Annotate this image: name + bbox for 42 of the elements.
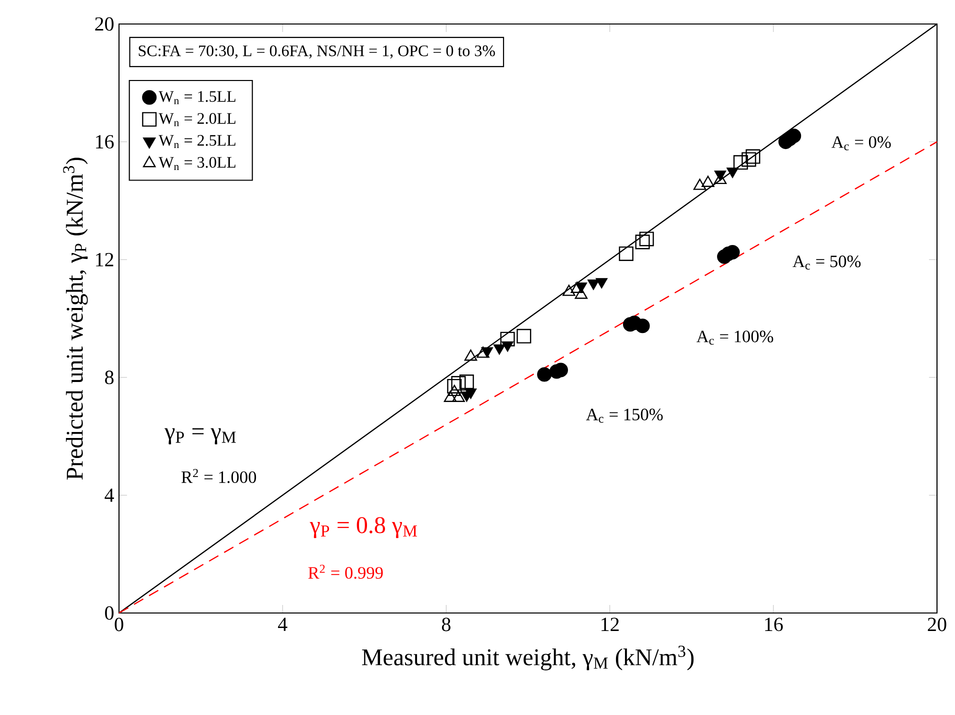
x-tick-label: 8 [442, 618, 450, 632]
legend-label: W$_{n}$ = 2.0LL [158, 113, 236, 126]
legend-label: W$_{n}$ = 3.0LL [158, 156, 236, 170]
annotation: A$_{c}$ = 0% [831, 136, 891, 150]
point [742, 152, 756, 167]
legend-label: W$_{n}$ = 1.5LL [158, 91, 236, 104]
annotation: SC:FA = 70:30, L = 0.6FA, NS/NH = 1, OPC = 0 to 3% [138, 45, 495, 59]
annotation: R$^{2}$ = 1.000 [181, 469, 256, 484]
point [502, 341, 514, 352]
y-tick-label: 4 [104, 488, 114, 502]
y-tick-label: 16 [96, 135, 114, 149]
y-axis-title: Predicted unit weight, γ$_{P}$ (kN/m$^{3}$) [63, 158, 88, 480]
x-tick-label: 20 [928, 618, 946, 632]
point [618, 246, 634, 261]
point [500, 332, 515, 346]
legend-label: W$_{n}$ = 2.5LL [158, 135, 236, 148]
annotation: A$_{c}$ = 100% [696, 330, 774, 345]
point [733, 155, 748, 170]
point [537, 367, 552, 382]
point [746, 149, 760, 164]
annotation: A$_{c}$ = 150% [586, 408, 663, 423]
point [493, 344, 506, 355]
x-tick-label: 0 [114, 618, 124, 632]
point [464, 388, 477, 400]
point [635, 318, 650, 334]
x-axis-title: Measured unit weight, γ$_{M}$ (kN/m$^{3}$) [362, 646, 694, 670]
annotation: γ$_{P}$ = 0.8 γ$_{M}$ [310, 517, 417, 538]
point [635, 234, 650, 250]
annotation: R$^{2}$ = 0.999 [308, 564, 383, 579]
annotation: A$_{c}$ = 50% [792, 256, 861, 270]
point [786, 128, 802, 144]
y-tick-label: 8 [105, 370, 114, 384]
y-tick-label: 0 [105, 606, 114, 620]
point [516, 328, 532, 344]
annotation: γ$_{P}$ = γ$_{M}$ [164, 428, 236, 444]
point [459, 374, 474, 390]
y-tick-label: 12 [96, 252, 114, 266]
x-tick-label: 12 [602, 618, 619, 631]
x-tick-label: 4 [278, 618, 288, 631]
x-tick-label: 16 [765, 618, 783, 632]
y-tick-label: 20 [95, 17, 114, 31]
point [639, 232, 654, 246]
